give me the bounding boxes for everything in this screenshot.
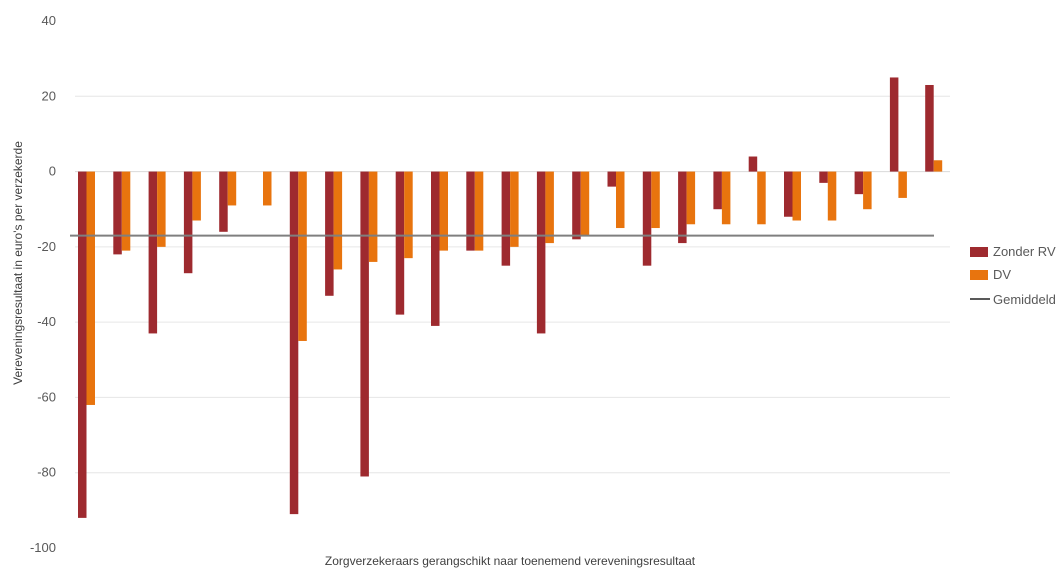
y-tick-label: -80 — [37, 465, 56, 480]
bar-zonder-rv — [360, 171, 369, 477]
bar-dv — [616, 171, 625, 229]
bar-zonder-rv — [607, 171, 616, 187]
bar-zonder-rv — [325, 171, 334, 296]
bar-dv — [121, 171, 131, 251]
bar-dv — [298, 171, 307, 341]
bar-dv — [898, 171, 907, 198]
bar-dv — [333, 171, 343, 270]
bars — [78, 77, 943, 518]
bar-zonder-rv — [395, 171, 405, 315]
bar-dv — [580, 171, 590, 236]
legend-label-zonder-rv: Zonder RV — [993, 244, 1056, 259]
y-tick-label: 40 — [42, 13, 56, 28]
bar-zonder-rv — [466, 171, 475, 251]
bar-zonder-rv — [889, 77, 899, 172]
legend-label-dv: DV — [993, 267, 1011, 282]
legend-swatch-dv — [970, 270, 988, 280]
bar-dv — [157, 171, 166, 247]
bar-zonder-rv — [501, 171, 511, 266]
bar-zonder-rv — [289, 171, 299, 515]
y-tick-label: 20 — [42, 88, 56, 103]
bar-zonder-rv — [642, 171, 652, 266]
bar-zonder-rv — [784, 171, 793, 217]
y-axis-title: Vereveningsresultaat in euro's per verze… — [11, 141, 25, 385]
bar-zonder-rv — [148, 171, 158, 334]
y-tick-label: -20 — [37, 239, 56, 254]
y-tick-label: -100 — [30, 540, 56, 555]
bar-dv — [263, 171, 272, 206]
bar-dv — [827, 171, 837, 221]
bar-dv — [651, 171, 660, 229]
bar-zonder-rv — [678, 171, 687, 244]
bar-zonder-rv — [713, 171, 722, 210]
y-axis-ticks: 40 20 0 -20 -40 -60 -80 -100 — [30, 13, 56, 555]
y-tick-label: 0 — [49, 164, 56, 179]
bar-dv — [721, 171, 731, 225]
y-tick-label: -60 — [37, 389, 56, 404]
bar-zonder-rv — [572, 171, 581, 240]
bar-dv — [792, 171, 801, 221]
bar-dv — [192, 171, 201, 221]
bar-dv — [757, 171, 766, 225]
legend: Zonder RV DV Gemiddeld — [970, 244, 1056, 307]
bar-zonder-rv — [219, 171, 228, 232]
bar-zonder-rv — [431, 171, 440, 326]
legend-label-gemiddeld: Gemiddeld — [993, 292, 1056, 307]
bar-dv — [368, 171, 378, 262]
bar-zonder-rv — [925, 84, 934, 172]
bar-dv — [933, 160, 943, 172]
y-tick-label: -40 — [37, 314, 56, 329]
bar-dv — [863, 171, 872, 210]
bar-zonder-rv — [536, 171, 546, 334]
bar-dv — [510, 171, 519, 247]
bar-zonder-rv — [183, 171, 193, 274]
bar-zonder-rv — [854, 171, 864, 195]
legend-swatch-zonder-rv — [970, 247, 988, 257]
bar-dv — [227, 171, 237, 206]
bar-zonder-rv — [748, 156, 758, 172]
gridlines — [75, 95, 950, 474]
bar-zonder-rv — [113, 171, 122, 255]
bar-dv — [404, 171, 413, 259]
x-axis-title: Zorgverzekeraars gerangschikt naar toene… — [325, 554, 696, 568]
bar-dv — [86, 171, 95, 405]
bar-dv — [686, 171, 696, 225]
bar-dv — [474, 171, 484, 251]
bar-zonder-rv — [819, 171, 828, 183]
bar-dv — [439, 171, 448, 251]
bar-zonder-rv — [78, 171, 87, 518]
bar-dv — [545, 171, 554, 244]
